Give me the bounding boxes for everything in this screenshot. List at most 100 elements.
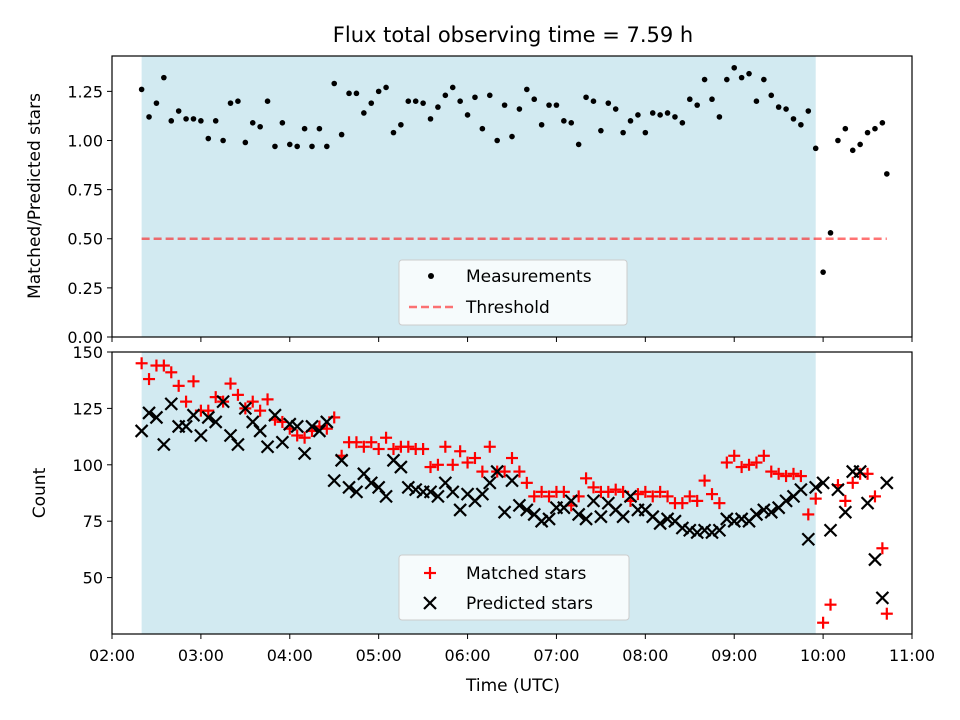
measurements-point [472,94,478,101]
matched-stars-point [543,490,556,503]
measurements-point [531,96,538,103]
matched-stars-point [743,458,756,471]
measurements-point [286,141,293,148]
measurements-point [872,125,878,132]
x-tick-label: 11:00 [889,646,935,665]
legend-matched-marker [424,567,436,579]
measurements-point [227,100,234,106]
bottom-axes-frame [111,351,913,635]
measurements-point [642,129,649,136]
predicted-stars-point [142,406,156,420]
measurements-point [561,118,567,124]
top-y-axis-label: Matched/Predicted stars [25,93,45,299]
predicted-stars-point [401,480,416,495]
legend-predicted-label: Predicted stars [466,594,593,614]
matched-stars-point [246,395,259,408]
matched-stars-point [809,492,822,505]
matched-stars-point [180,395,193,408]
measurements-point [598,127,604,134]
measurements-point [242,139,249,146]
matched-stars-point [794,470,807,483]
matched-stars-point [261,393,274,406]
predicted-stars-point [853,464,867,479]
top-y-tick-label: 1.00 [67,131,103,150]
predicted-stars-point [312,424,327,438]
predicted-stars-point [394,460,408,474]
bottom-y-tick-label: 75 [83,512,103,531]
matched-stars-point [765,465,778,478]
measurements-point [457,98,463,104]
predicted-stars-point [201,410,216,425]
measurements-point [486,92,493,99]
predicted-stars-point [431,489,445,504]
predicted-stars-point [490,464,504,479]
predicted-stars-point [831,482,845,497]
measurements-point [620,129,626,136]
predicted-stars-point [705,525,719,540]
matched-stars-point [454,445,467,458]
bottom-y-tick-label: 150 [72,343,103,362]
measurements-point [324,143,330,150]
measurements-point [449,84,456,91]
measurements-point [812,145,819,152]
predicted-stars-point [282,417,297,431]
matched-stars-point [676,497,689,510]
predicted-stars-point [727,514,742,528]
measurements-point [864,129,871,136]
predicted-stars-point [520,503,534,517]
measurements-point [398,121,404,128]
matched-stars-point [387,443,400,456]
measurements-point [679,120,686,126]
predicted-stars-point [379,489,393,504]
predicted-stars-point [801,532,816,547]
measurements-point [798,121,804,128]
measurements-point [849,147,856,154]
predicted-stars-point [297,446,312,461]
matched-stars-point [772,467,785,480]
predicted-stars-point [823,523,838,538]
predicted-stars-point [290,419,304,434]
legend-measurements-marker [428,273,434,279]
measurements-point [701,76,708,83]
predicted-stars-point [505,473,519,488]
top-y-tick-label: 0.25 [67,279,103,298]
predicted-stars-point [779,494,793,508]
predicted-stars-point [712,523,727,538]
measurements-point [635,112,641,118]
matched-stars-point [609,483,622,496]
measurements-point [553,102,560,108]
matched-stars-point [691,494,704,507]
predicted-stars-point [868,552,882,567]
predicted-stars-point [194,428,208,443]
predicted-stars-point [371,480,386,495]
measurements-point [731,64,738,71]
predicted-stars-point [238,401,253,416]
matched-stars-point [291,429,304,442]
predicted-stars-point [275,435,290,450]
measurements-point [884,171,890,177]
matched-stars-point [298,431,311,444]
measurements-point [427,116,434,122]
predicted-stars-point [245,415,260,429]
measurements-point [649,110,656,116]
predicted-stars-point [268,408,282,422]
top-panel: Matched/Predicted stars 0.00 0.25 0.50 0.75… [25,55,913,347]
measurements-point [709,96,715,103]
measurements-point [820,269,826,275]
predicted-stars-point [305,419,319,434]
bottom-legend: Matched stars Predicted stars [398,554,630,621]
matched-stars-point [202,404,215,417]
measurements-point [420,100,426,106]
matched-stars-point [868,490,881,503]
top-legend-box [398,259,628,326]
measurements-point [183,116,189,122]
chart-title: Flux total observing time = 7.59 h [333,23,693,47]
predicted-stars-point [364,476,379,490]
measurements-point [301,125,308,132]
measurements-point [835,137,841,144]
measurements-point [753,98,760,104]
measurements-point [212,118,219,124]
predicted-stars-point [720,512,734,526]
measurements-point [657,112,663,118]
matched-stars-point [706,488,718,501]
